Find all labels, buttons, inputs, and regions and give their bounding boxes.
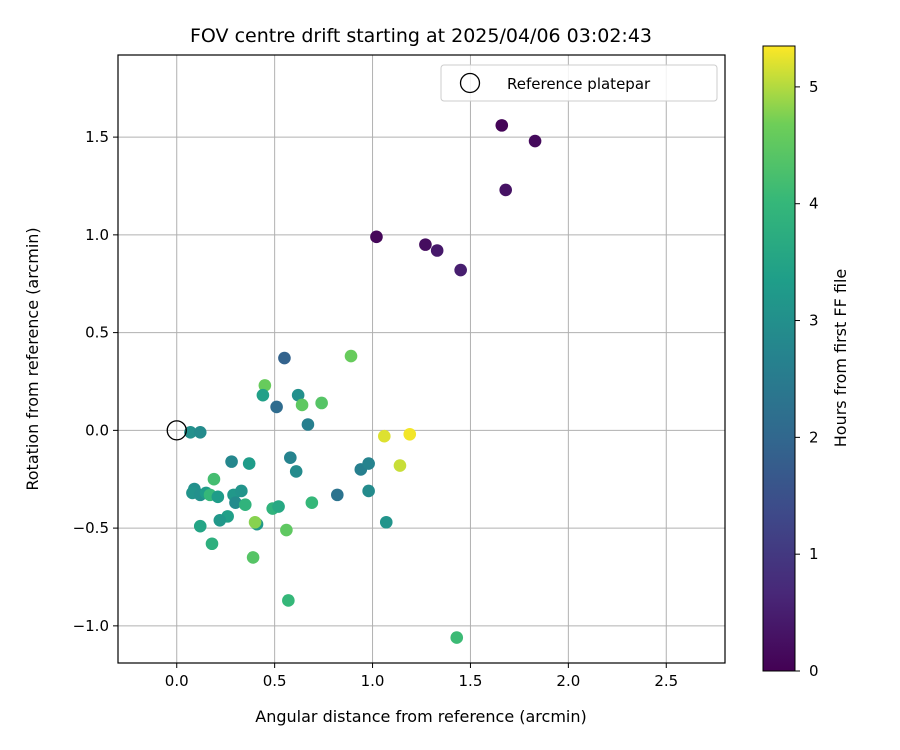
data-point-27 bbox=[207, 472, 221, 486]
y-tick-label-0: −1.0 bbox=[73, 617, 109, 635]
data-point-48 bbox=[280, 523, 293, 537]
colorbar-ticks: 0 1 2 3 4 5 bbox=[795, 78, 819, 680]
data-point-4 bbox=[419, 238, 432, 251]
data-point-1 bbox=[528, 134, 542, 148]
data-point-20 bbox=[393, 459, 407, 472]
data-point-26 bbox=[362, 457, 375, 470]
data-point-10 bbox=[256, 388, 270, 402]
data-point-7 bbox=[278, 351, 291, 365]
data-point-16 bbox=[184, 426, 197, 439]
colorbar-tick-label-0: 0 bbox=[809, 662, 819, 680]
colorbar-tick-label-2: 2 bbox=[809, 428, 819, 446]
x-tick-label-1: 0.5 bbox=[263, 672, 287, 690]
data-point-6 bbox=[454, 263, 467, 277]
data-point-49 bbox=[379, 515, 393, 529]
y-tick-label-3: 0.5 bbox=[85, 324, 109, 342]
data-point-40 bbox=[305, 496, 319, 509]
data-point-53 bbox=[450, 631, 464, 644]
reference-platepar-marker bbox=[166, 420, 187, 441]
x-tick-label-5: 2.5 bbox=[654, 672, 678, 690]
data-point-47 bbox=[248, 515, 262, 529]
data-point-0 bbox=[495, 119, 509, 132]
data-point-41 bbox=[331, 488, 344, 502]
data-point-45 bbox=[193, 519, 207, 533]
data-point-15 bbox=[301, 418, 315, 431]
plot-area bbox=[118, 55, 725, 663]
data-point-2 bbox=[499, 183, 512, 197]
data-point-8 bbox=[344, 349, 358, 363]
colorbar-tick-label-1: 1 bbox=[809, 545, 819, 563]
axes-frame bbox=[117, 54, 726, 664]
data-point-5 bbox=[430, 244, 444, 257]
legend-label: Reference platepar bbox=[507, 75, 651, 93]
colorbar-tick-label-4: 4 bbox=[809, 195, 819, 213]
colorbar-tick-label-5: 5 bbox=[809, 78, 819, 96]
data-point-13 bbox=[295, 398, 309, 412]
y-tick-label-2: 0.0 bbox=[85, 421, 109, 439]
data-point-39 bbox=[272, 500, 285, 513]
colorbar-label: Hours from first FF file bbox=[831, 269, 850, 448]
data-point-33 bbox=[211, 490, 225, 504]
data-point-51 bbox=[246, 551, 260, 564]
y-tick-label-1: −0.5 bbox=[73, 519, 109, 537]
grid bbox=[118, 55, 725, 663]
data-point-17 bbox=[193, 426, 207, 439]
data-point-37 bbox=[238, 498, 252, 511]
data-point-23 bbox=[242, 457, 256, 470]
data-point-42 bbox=[362, 484, 375, 498]
data-point-44 bbox=[213, 513, 227, 527]
data-point-18 bbox=[377, 429, 391, 443]
data-point-12 bbox=[270, 400, 283, 414]
data-point-22 bbox=[225, 455, 238, 468]
x-tick-label-2: 1.0 bbox=[361, 672, 385, 690]
data-point-24 bbox=[289, 465, 303, 478]
data-point-36 bbox=[229, 496, 242, 509]
legend-open-circle-icon bbox=[459, 72, 481, 94]
y-tick-label-4: 1.0 bbox=[85, 226, 109, 244]
x-tick-label-3: 1.5 bbox=[459, 672, 483, 690]
data-point-19 bbox=[403, 427, 417, 441]
data-point-3 bbox=[370, 230, 383, 244]
x-tick-label-4: 2.0 bbox=[556, 672, 580, 690]
colorbar bbox=[762, 45, 796, 672]
colorbar-tick-label-3: 3 bbox=[809, 312, 819, 330]
legend-box bbox=[440, 64, 718, 102]
x-tick-label-0: 0.0 bbox=[165, 672, 189, 690]
data-point-35 bbox=[235, 484, 248, 498]
data-point-9 bbox=[258, 379, 272, 392]
legend: Reference platepar bbox=[440, 64, 718, 102]
data-point-50 bbox=[205, 537, 219, 551]
data-point-14 bbox=[315, 396, 328, 410]
chart-title: FOV centre drift starting at 2025/04/06 … bbox=[190, 25, 652, 47]
data-point-52 bbox=[282, 594, 295, 607]
data-point-21 bbox=[284, 451, 297, 465]
y-axis-label: Rotation from reference (arcmin) bbox=[23, 227, 42, 490]
y-tick-label-5: 1.5 bbox=[85, 128, 109, 146]
y-axis-ticks: −1.0 −0.5 0.0 0.5 1.0 1.5 bbox=[73, 128, 118, 635]
data-points bbox=[184, 119, 542, 644]
data-point-11 bbox=[291, 388, 305, 402]
x-axis-label: Angular distance from reference (arcmin) bbox=[255, 707, 586, 726]
x-axis-ticks: 0.0 0.5 1.0 1.5 2.0 2.5 bbox=[165, 663, 678, 690]
